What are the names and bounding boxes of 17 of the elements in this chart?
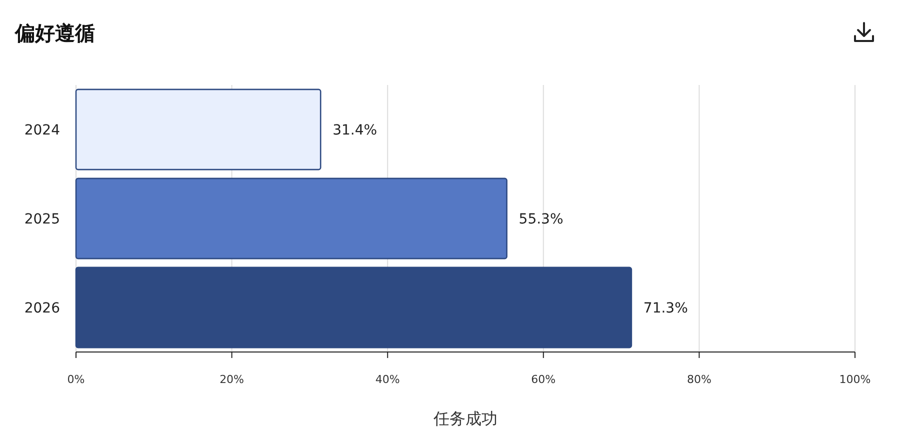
x-tick-label: 80% bbox=[686, 373, 712, 386]
data-label: 55.3% bbox=[518, 212, 564, 228]
data-label: 71.3% bbox=[643, 300, 688, 316]
y-tick-label: 2025 bbox=[24, 212, 60, 228]
x-axis-title: 任务成功 bbox=[432, 409, 498, 428]
bar bbox=[75, 88, 322, 170]
x-tick-label: 100% bbox=[839, 373, 871, 386]
x-tick-label: 20% bbox=[220, 373, 244, 386]
data-label: 31.4% bbox=[332, 122, 378, 138]
x-tick-label: 40% bbox=[375, 373, 400, 386]
x-tick-label: 0% bbox=[67, 373, 85, 386]
bar bbox=[75, 178, 508, 260]
x-tick-label: 60% bbox=[531, 373, 556, 386]
y-tick-label: 2024 bbox=[24, 122, 60, 138]
bar bbox=[75, 266, 632, 348]
chart-title: 偏好遵循 bbox=[14, 21, 95, 45]
y-tick-label: 2026 bbox=[24, 300, 60, 316]
